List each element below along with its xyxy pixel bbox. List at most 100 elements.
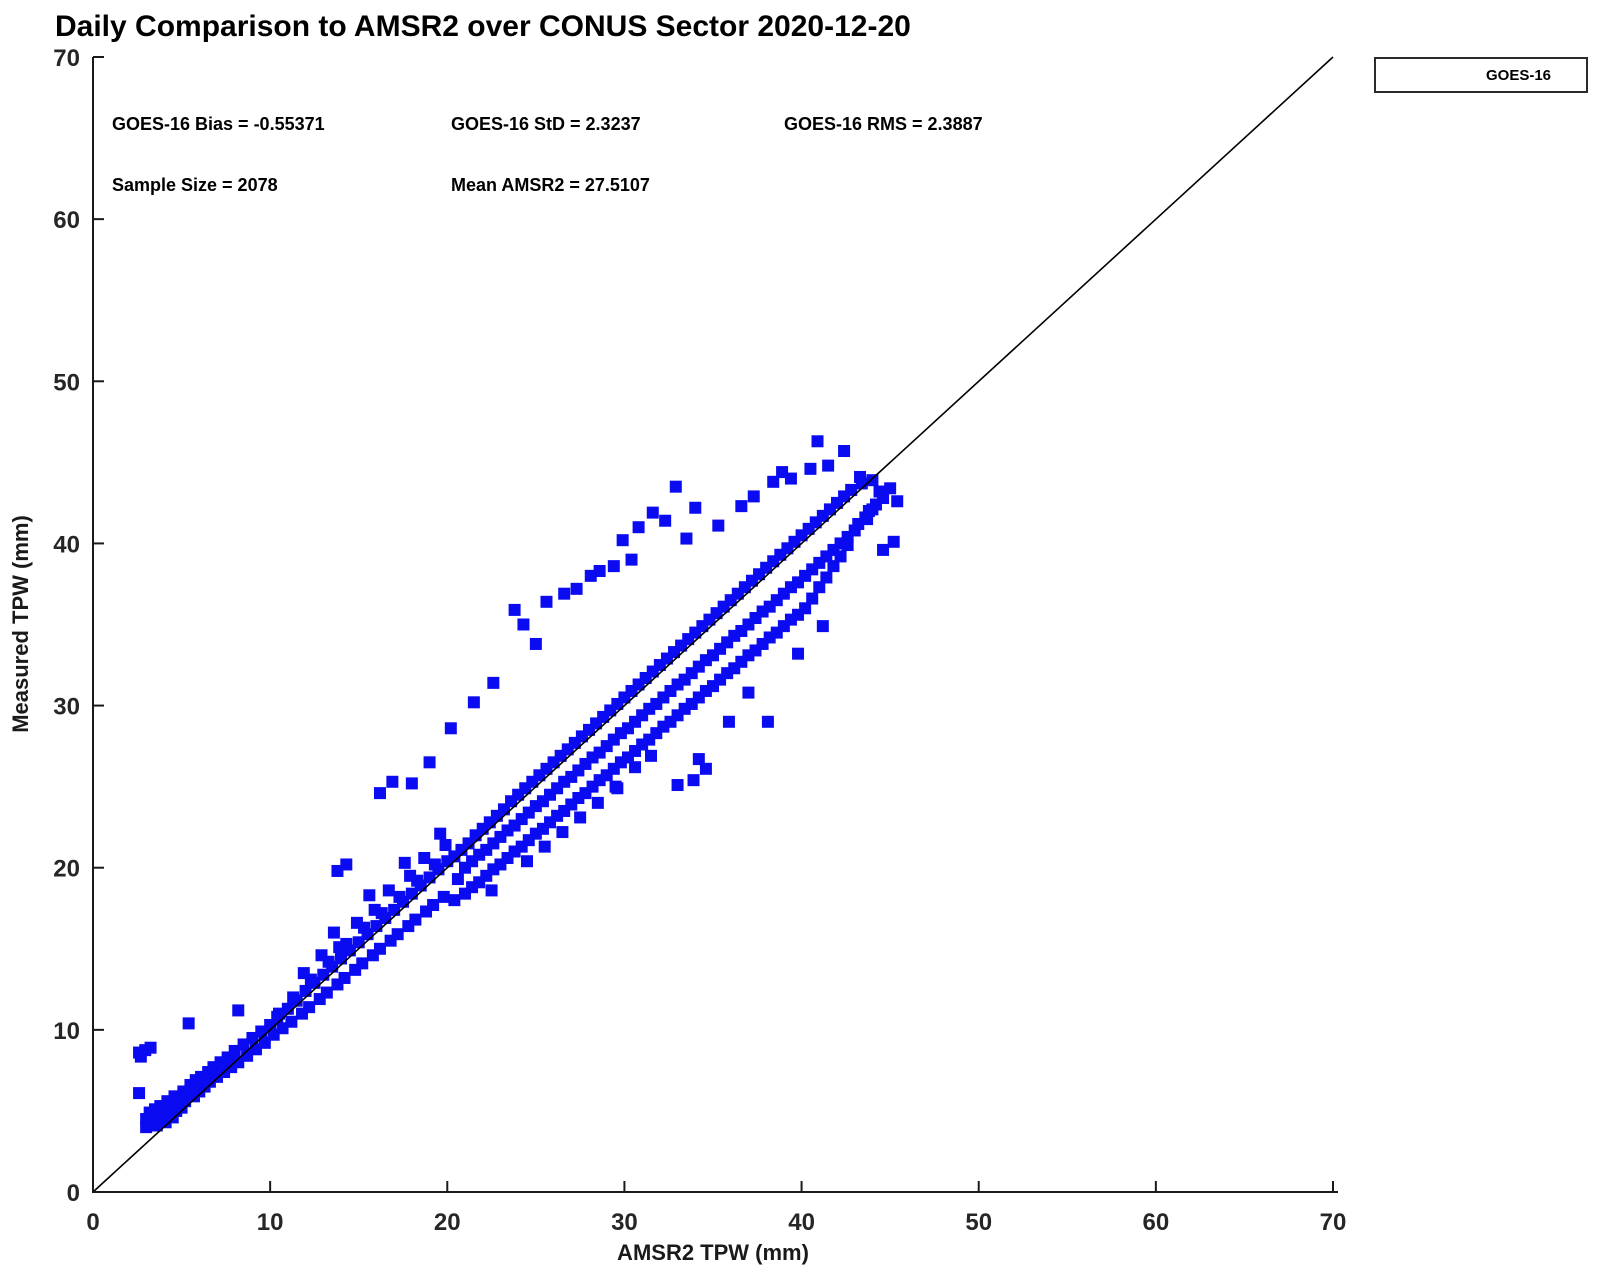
data-point [699,762,712,775]
data-point [799,602,812,615]
data-point [689,501,702,514]
data-point [386,775,399,788]
data-point [327,926,340,939]
data-point [887,535,900,548]
data-point [712,519,725,532]
data-point [866,503,879,516]
data-point [742,686,755,699]
data-point [593,564,606,577]
data-point [134,1050,147,1063]
data-point [816,509,829,522]
data-point [373,942,386,955]
data-point [646,506,659,519]
data-point [680,532,693,545]
data-point [439,839,452,852]
data-point [451,873,464,886]
data-point [427,899,440,912]
data-point [444,722,457,735]
x-tick-label: 40 [788,1209,815,1236]
data-point [285,1015,298,1028]
data-point [255,1025,268,1038]
data-point [232,1004,245,1017]
x-tick-label: 70 [1320,1209,1347,1236]
legend-square-marker-icon [1428,66,1446,84]
data-point [423,756,436,769]
data-point [428,858,441,871]
data-point [404,869,417,882]
data-point [508,819,521,832]
data-point [659,514,672,527]
data-point [356,957,369,970]
x-tick-label: 10 [257,1209,284,1236]
data-point [287,991,300,1004]
data-point [813,581,826,594]
x-tick-label: 60 [1143,1209,1170,1236]
y-tick-label: 70 [53,45,80,72]
data-point [823,503,836,516]
data-point [538,840,551,853]
data-point [448,894,461,907]
data-point [806,592,819,605]
data-point [508,603,521,616]
data-point [820,571,833,584]
y-axis-label: Measured TPW (mm) [8,515,33,733]
data-point [873,485,886,498]
data-point [382,884,395,897]
data-point [645,749,657,762]
legend: GOES-16 [1374,57,1588,93]
data-point [722,715,735,728]
data-point [320,986,333,999]
chart-title: Daily Comparison to AMSR2 over CONUS Sec… [55,10,911,43]
data-point [558,587,571,600]
data-point [418,851,431,864]
data-point [629,761,642,774]
data-point [838,445,851,458]
data-point [363,889,376,902]
data-point [854,470,867,483]
data-point [133,1087,146,1100]
y-tick-label: 10 [53,1018,80,1045]
data-point [570,582,583,595]
data-point [487,676,500,689]
x-tick-label: 0 [86,1209,99,1236]
x-tick-label: 50 [965,1209,992,1236]
data-point [373,787,386,800]
x-tick-label: 30 [611,1209,638,1236]
y-tick-label: 30 [53,694,80,721]
data-point [884,482,897,495]
data-point [632,521,645,534]
data-point [625,553,638,566]
data-point [761,715,774,728]
identity-line [92,56,1334,1193]
data-point [297,967,310,980]
data-point [866,474,879,487]
data-point [671,779,684,792]
data-point [182,1017,195,1030]
data-point [822,459,835,472]
stat-bias: GOES-16 Bias = -0.55371 [112,114,325,134]
data-point [834,550,847,563]
data-point [692,753,705,766]
data-point [405,777,418,790]
data-point [784,472,797,485]
data-point [747,490,760,503]
stat-std: GOES-16 StD = 2.3237 [451,114,641,134]
data-point [434,827,447,840]
y-tick-label: 50 [53,369,80,396]
data-point [861,513,874,526]
data-point [877,543,890,556]
x-tick-label: 20 [434,1209,461,1236]
data-point [891,495,904,508]
data-point [816,620,829,633]
data-point [391,928,404,941]
data-point [393,890,406,903]
data-point [591,796,604,809]
data-point [804,462,817,475]
y-tick-label: 60 [53,207,80,234]
data-point [827,560,840,573]
data-point [792,647,805,660]
data-point [303,1001,316,1014]
x-axis-label: AMSR2 TPW (mm) [617,1240,809,1265]
data-point [333,941,346,954]
